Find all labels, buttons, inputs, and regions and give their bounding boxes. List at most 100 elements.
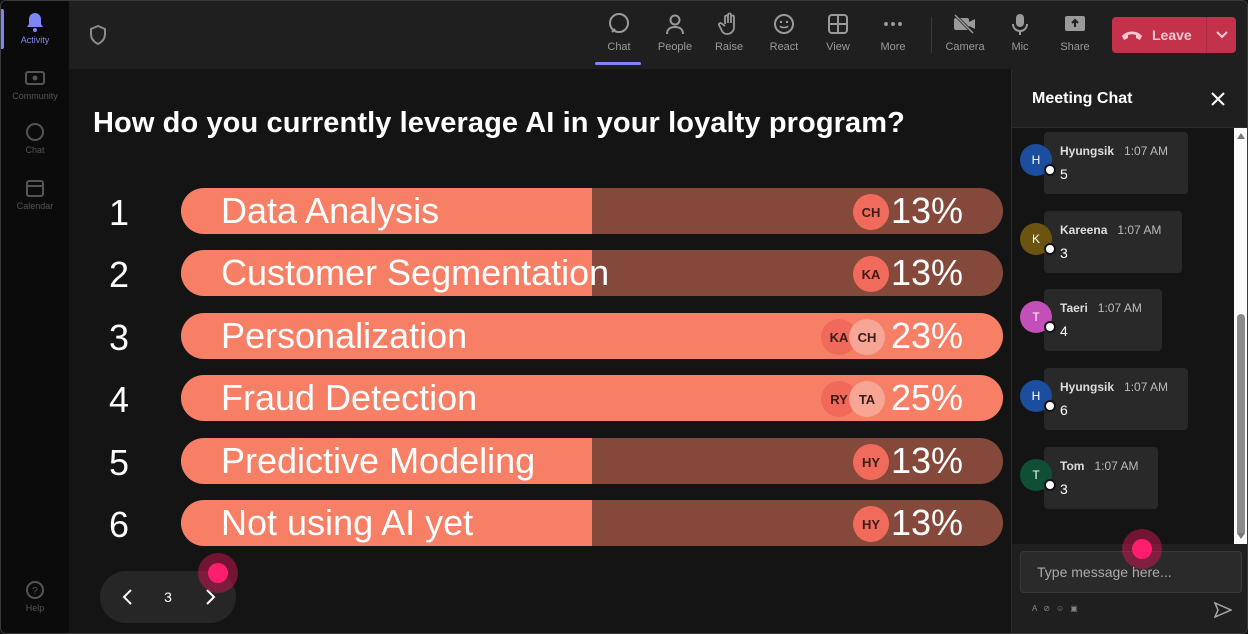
sender-name: Taeri [1060, 301, 1088, 315]
scroll-up-icon[interactable] [1237, 133, 1245, 139]
poll-option-bar: Not using AI yet HY 13% [181, 500, 1003, 546]
poll-option-number: 5 [109, 442, 130, 483]
poll-question: How do you currently leverage AI in your… [93, 107, 905, 139]
react-label: React [769, 41, 799, 53]
meeting-chat-panel: Meeting Chat Hyungsik 1:07 AM 5 H Kareena 1:0… [1011, 69, 1247, 633]
bell-icon [24, 11, 46, 33]
message-time: 1:07 AM [1117, 223, 1162, 237]
rail-item-activity[interactable]: Activity [1, 11, 69, 45]
voter-avatars: HY [853, 506, 889, 542]
rail-item-help[interactable]: ? Help [1, 579, 69, 613]
chat-divider [1012, 127, 1247, 128]
presence-icon [1044, 321, 1056, 333]
voter-avatars: RY TA [821, 381, 885, 417]
voter-avatars: KA [853, 256, 889, 292]
poll-option-number: 1 [109, 192, 130, 233]
gif-icon[interactable]: ▣ [1070, 604, 1078, 613]
leave-button[interactable]: Leave [1112, 17, 1236, 53]
chat-message: Hyungsik 1:07 AM 5 H [1012, 128, 1234, 194]
poll-bar-fill [181, 250, 592, 296]
more-button[interactable]: More [867, 11, 919, 61]
poll-option-row: 3 Personalization KA CH 23% [69, 313, 1011, 359]
poll-option-row: 1 Data Analysis CH 13% [69, 188, 1011, 234]
voter-avatar: HY [853, 506, 889, 542]
message-text: 5 [1060, 166, 1068, 182]
poll-option-number: 2 [109, 254, 130, 295]
voter-avatar: HY [853, 444, 889, 480]
poll-option-bar: Fraud Detection RY TA 25% [181, 375, 1003, 421]
close-icon[interactable] [1208, 89, 1228, 109]
poll-option-label: Personalization [221, 315, 468, 356]
rail-item-calendar[interactable]: Calendar [1, 177, 69, 211]
mic-button[interactable]: Mic [994, 11, 1046, 61]
rail-item-chat[interactable]: Chat [1, 121, 69, 155]
hand-icon [716, 11, 742, 37]
poll-option-percent: 13% [890, 440, 963, 481]
poll-bar-fill [181, 188, 592, 234]
leave-label: Leave [1152, 27, 1192, 43]
poll-option-label: Data Analysis [221, 190, 440, 231]
message-time: 1:07 AM [1124, 380, 1169, 394]
poll-option-number: 4 [109, 379, 130, 420]
presence-icon [1044, 164, 1056, 176]
sender-name: Hyungsik [1060, 380, 1115, 394]
chat-button[interactable]: Chat [593, 11, 645, 65]
more-icon [880, 11, 906, 37]
poll-option-label: Fraud Detection [221, 377, 478, 418]
poll-option-percent: 13% [890, 252, 963, 293]
poll-option-label: Not using AI yet [221, 502, 474, 543]
message-bubble: Hyungsik 1:07 AM 5 [1044, 132, 1188, 194]
view-label: View [826, 41, 850, 53]
chat-message: Hyungsik 1:07 AM 6 H [1012, 364, 1234, 430]
poll-option-label: Customer Segmentation [221, 252, 610, 293]
pointer-highlight [1122, 529, 1162, 569]
chat-scrollbar[interactable] [1234, 128, 1247, 544]
message-input[interactable] [1020, 551, 1242, 593]
view-button[interactable]: View [812, 11, 864, 61]
attach-icon[interactable]: ⊘ [1043, 604, 1051, 613]
message-bubble: Kareena 1:07 AM 3 [1044, 211, 1182, 273]
message-bubble: Hyungsik 1:07 AM 6 [1044, 368, 1188, 430]
rail-item-community[interactable]: Community [1, 67, 69, 101]
poll-option-percent: 13% [890, 502, 963, 543]
calendar-icon [24, 177, 46, 199]
poll-option-percent: 13% [890, 190, 963, 231]
shield-icon[interactable] [89, 24, 107, 46]
raise-hand-button[interactable]: Raise [703, 11, 755, 61]
chat-title: Meeting Chat [1032, 90, 1133, 107]
poll-bar-fill [181, 438, 592, 484]
poll-option-bar: Predictive Modeling HY 13% [181, 438, 1003, 484]
sender-name: Kareena [1060, 223, 1108, 237]
page-number: 3 [164, 589, 172, 605]
chat-message: Tom 1:07 AM 3 T [1012, 443, 1234, 509]
scroll-thumb[interactable] [1237, 314, 1245, 536]
voter-avatar: CH [853, 194, 889, 230]
poll-option-row: 2 Customer Segmentation KA 13% [69, 250, 1011, 296]
raise-label: Raise [714, 41, 744, 53]
pointer-highlight [198, 553, 238, 593]
message-time: 1:07 AM [1124, 144, 1169, 158]
chevron-right-icon[interactable] [199, 585, 223, 609]
camera-off-icon [952, 11, 978, 37]
chat-message: Taeri 1:07 AM 4 T [1012, 285, 1234, 351]
scroll-down-icon[interactable] [1237, 533, 1245, 539]
community-icon [24, 67, 46, 89]
message-text: 3 [1060, 245, 1068, 261]
meeting-toolbar: Chat People Raise React View [69, 1, 1247, 69]
send-icon[interactable] [1213, 601, 1233, 619]
people-button[interactable]: People [649, 11, 701, 61]
chevron-left-icon[interactable] [115, 585, 139, 609]
emoji-icon[interactable]: ☺ [1056, 604, 1065, 613]
voter-avatar: TA [849, 381, 885, 417]
poll-option-bar: Customer Segmentation KA 13% [181, 250, 1003, 296]
people-icon [662, 11, 688, 37]
compose-tools: A ⊘ ☺ ▣ [1032, 604, 1078, 613]
chevron-down-icon[interactable] [1206, 17, 1236, 53]
share-button[interactable]: Share [1049, 11, 1101, 61]
format-icon[interactable]: A [1032, 604, 1038, 613]
react-button[interactable]: React [758, 11, 810, 61]
chat-icon [24, 121, 46, 143]
mic-label: Mic [1011, 41, 1029, 53]
camera-button[interactable]: Camera [939, 11, 991, 61]
